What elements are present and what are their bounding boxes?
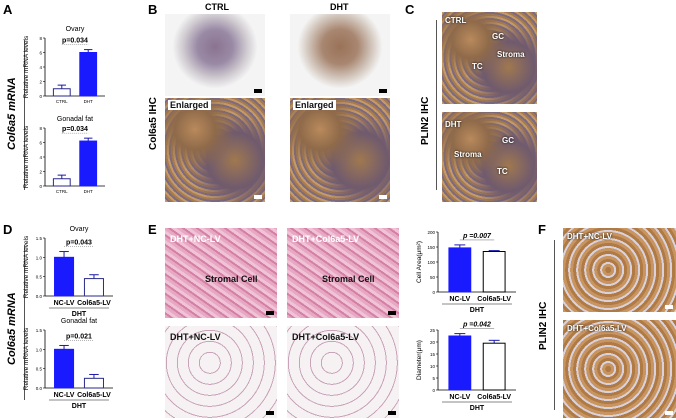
plin2-ctrl-image: CTRL GC TC Stroma	[442, 12, 537, 104]
plin2-col6a5-image: DHT+Col6a5-LV	[563, 320, 676, 418]
y-tick-label: 150	[427, 245, 435, 250]
x-tick-label: Col6a5-LV	[477, 394, 511, 401]
group-label: DHT	[72, 311, 87, 318]
bar	[83, 278, 104, 297]
ctrl-title: CTRL	[205, 2, 229, 12]
bar	[54, 348, 75, 389]
y-tick-label: 1.5	[36, 328, 43, 333]
p-value-annotation: p=0.034	[62, 38, 88, 45]
bar	[52, 178, 71, 187]
bar	[482, 251, 506, 293]
x-tick-label: NC-LV	[54, 300, 75, 307]
y-axis-label: Relative mRNA levels	[23, 235, 30, 298]
x-tick-label: NC-LV	[449, 394, 470, 401]
y-tick-label: 0	[432, 290, 435, 295]
y-tick-label: 1.0	[36, 347, 43, 352]
y-tick-label: 200	[427, 230, 435, 235]
bar	[83, 377, 104, 389]
x-tick-label: Col6a5-LV	[477, 296, 511, 303]
y-axis-label: Relative mRNA levels	[23, 125, 30, 188]
y-tick-label: 5	[432, 376, 435, 381]
he-fat-col6a5-image: DHT+Col6a5-LV	[287, 326, 399, 418]
y-tick-label: 0.5	[36, 275, 43, 280]
panel-label-f: F	[538, 222, 546, 237]
he-ovary-col6a5-image: DHT+Col6a5-LV Stromal Cell	[287, 228, 399, 318]
plin2-nc-image: DHT+NC-LV	[563, 228, 676, 312]
chart-title: Ovary	[66, 26, 85, 33]
p-value-annotation: p=0.034	[62, 126, 88, 133]
bar	[54, 256, 75, 297]
y-tick-label: 50	[430, 275, 436, 280]
y-tick-label: 0.0	[36, 294, 43, 299]
chart-title: Gonadal fat	[57, 116, 93, 123]
p-value-annotation: p=0.021	[66, 333, 92, 340]
group-label: DHT	[470, 307, 485, 314]
bar	[448, 335, 472, 391]
dht-title: DHT	[330, 2, 349, 12]
x-tick-label: CTRL	[56, 99, 68, 104]
p-value-annotation: p =0.042	[462, 322, 491, 329]
y-tick-label: 100	[427, 260, 435, 265]
y-tick-label: 6	[39, 51, 42, 56]
y-tick-label: 0.0	[36, 386, 43, 391]
y-axis-label: Relative mRNA levels	[23, 327, 30, 390]
plin2-dht-image: DHT GC TC Stroma	[442, 112, 537, 202]
y-tick-label: 1.0	[36, 255, 43, 260]
y-tick-label: 8	[39, 126, 42, 131]
bar	[52, 88, 71, 97]
panel-label-e: E	[148, 222, 157, 237]
p-value-annotation: p=0.043	[66, 240, 92, 247]
bar	[448, 247, 472, 293]
y-tick-label: 2	[39, 80, 42, 85]
y-tick-label: 0	[39, 94, 42, 99]
panel-label-a: A	[3, 2, 13, 17]
x-tick-label: DHT	[84, 189, 93, 194]
y-axis-label: Relative mRNA levels	[23, 35, 30, 98]
p-value-annotation: p =0.007	[462, 233, 492, 240]
divider	[554, 240, 555, 410]
he-ovary-nc-image: DHT+NC-LV Stromal Cell	[165, 228, 277, 318]
y-tick-label: 4	[39, 65, 42, 70]
chart-title: Gonadal fat	[61, 318, 97, 325]
ctrl-enlarged-image: Enlarged	[165, 98, 265, 202]
y-tick-label: 2	[39, 170, 42, 175]
y-tick-label: 6	[39, 141, 42, 146]
group-label: DHT	[470, 405, 485, 412]
dht-enlarged-image: Enlarged	[290, 98, 390, 202]
he-fat-nc-image: DHT+NC-LV	[165, 326, 277, 418]
group-label: DHT	[72, 403, 87, 410]
y-tick-label: 0.5	[36, 367, 43, 372]
y-tick-label: 20	[430, 340, 436, 345]
x-tick-label: NC-LV	[449, 296, 470, 303]
y-tick-label: 8	[39, 36, 42, 41]
dht-ovary-overview-image	[290, 14, 390, 96]
x-tick-label: Col6a5-LV	[77, 392, 111, 399]
bar	[482, 342, 506, 391]
y-axis-label: Diameter(μm)	[416, 340, 423, 380]
divider	[436, 20, 437, 190]
y-tick-label: 0	[432, 388, 435, 393]
bar	[79, 52, 98, 97]
y-axis-label: Cell Area(μm²)	[416, 241, 423, 283]
y-tick-label: 1.5	[36, 236, 43, 241]
x-tick-label: DHT	[84, 99, 93, 104]
bar	[79, 140, 98, 187]
y-tick-label: 0	[39, 184, 42, 189]
divider	[24, 40, 25, 190]
y-tick-label: 4	[39, 155, 42, 160]
y-tick-label: 25	[430, 328, 436, 333]
x-tick-label: Col6a5-LV	[77, 300, 111, 307]
chart-title: Ovary	[70, 226, 89, 233]
panel-label-d: D	[3, 222, 13, 237]
y-tick-label: 10	[430, 364, 436, 369]
ctrl-ovary-overview-image	[165, 14, 265, 96]
x-tick-label: NC-LV	[54, 392, 75, 399]
y-tick-label: 15	[430, 352, 436, 357]
panel-label-b: B	[148, 2, 158, 17]
panel-label-c: C	[405, 2, 415, 17]
divider	[24, 245, 25, 400]
x-tick-label: CTRL	[56, 189, 68, 194]
